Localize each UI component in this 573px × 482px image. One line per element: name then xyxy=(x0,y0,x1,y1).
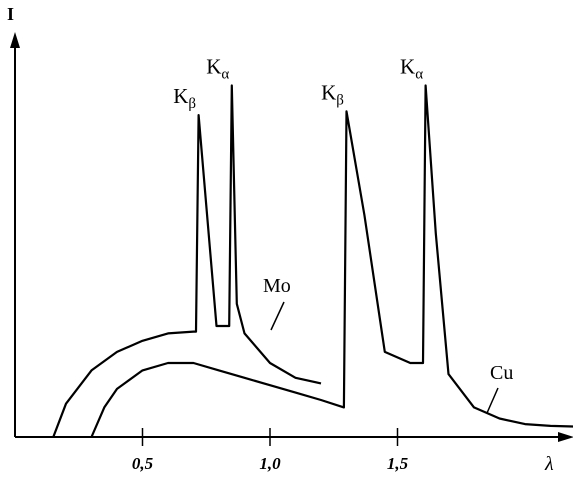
x-axis-arrow xyxy=(558,432,573,442)
peak-labels: Kβ Kα Kβ Kα xyxy=(173,55,423,113)
cu-peak-label: Kβ xyxy=(321,80,344,108)
cu-series-label: Cu xyxy=(490,362,513,384)
y-axis-arrow xyxy=(10,32,20,48)
x-tick-label: 0,5 xyxy=(132,454,154,473)
series-layer xyxy=(52,84,573,438)
x-tick-label: 1,5 xyxy=(387,454,409,473)
cu-series-label-group: Cu xyxy=(486,362,513,414)
x-axis-label: λ xyxy=(544,453,554,475)
mo-series-line xyxy=(52,84,322,438)
x-tick-label: 1,0 xyxy=(259,454,281,473)
cu-leader-line xyxy=(486,387,499,414)
cu-series-line xyxy=(90,84,573,438)
mo-leader-line xyxy=(270,301,285,331)
mo-peak-label: Kα xyxy=(206,55,229,83)
mo-series-label-group: Mo xyxy=(263,275,291,331)
x-ticks: 0,5 1,0 1,5 xyxy=(132,428,409,473)
cu-peak-label: Kα xyxy=(400,55,423,83)
mo-series-label: Mo xyxy=(263,275,291,297)
y-axis-label: I xyxy=(7,4,14,24)
mo-peak-label: Kβ xyxy=(173,84,196,112)
